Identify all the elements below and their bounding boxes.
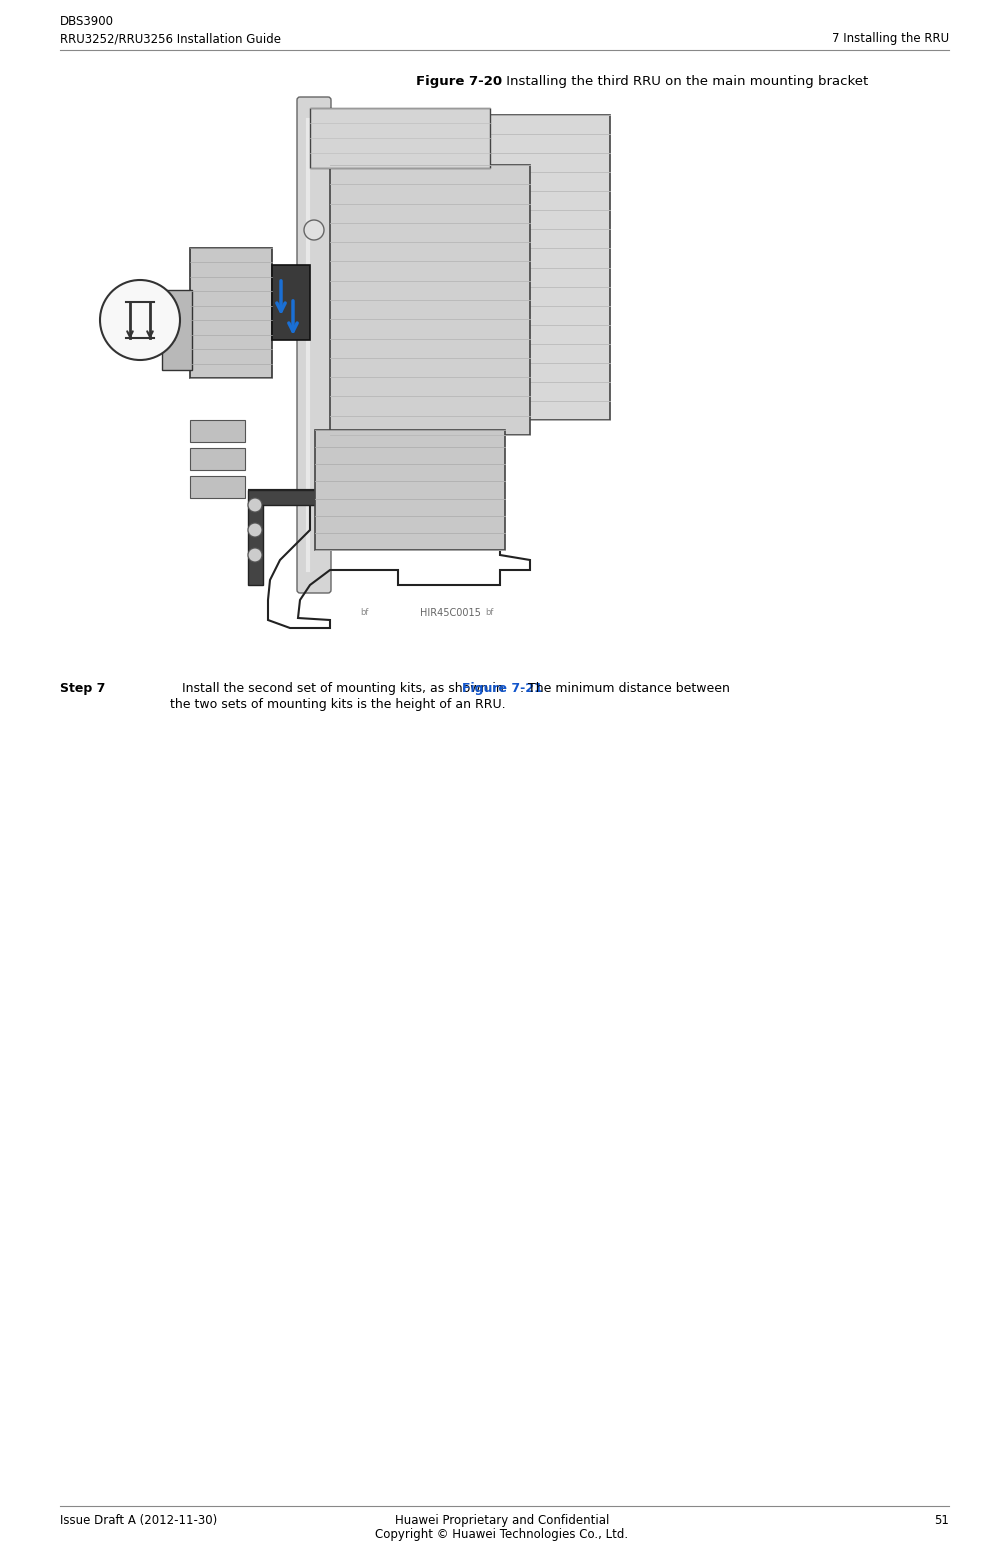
Text: 51: 51 xyxy=(933,1514,948,1527)
Bar xyxy=(272,265,310,340)
Text: Installing the third RRU on the main mounting bracket: Installing the third RRU on the main mou… xyxy=(502,75,868,88)
Bar xyxy=(330,164,530,435)
Text: DBS3900: DBS3900 xyxy=(60,16,114,28)
Text: the two sets of mounting kits is the height of an RRU.: the two sets of mounting kits is the hei… xyxy=(170,698,506,711)
Circle shape xyxy=(304,219,324,240)
Text: Figure 7-21: Figure 7-21 xyxy=(461,683,543,695)
FancyBboxPatch shape xyxy=(297,97,331,594)
Text: bf: bf xyxy=(484,608,492,617)
Bar xyxy=(315,431,505,550)
Circle shape xyxy=(100,280,180,360)
Text: Figure 7-20: Figure 7-20 xyxy=(415,75,502,88)
Bar xyxy=(190,448,245,470)
Bar xyxy=(190,420,245,442)
Text: Install the second set of mounting kits, as shown in: Install the second set of mounting kits,… xyxy=(170,683,508,695)
Bar xyxy=(190,476,245,498)
Text: . The minimum distance between: . The minimum distance between xyxy=(520,683,729,695)
Bar xyxy=(248,490,397,504)
Bar xyxy=(190,247,272,377)
Text: Copyright © Huawei Technologies Co., Ltd.: Copyright © Huawei Technologies Co., Ltd… xyxy=(375,1528,628,1541)
Text: RRU3252/RRU3256 Installation Guide: RRU3252/RRU3256 Installation Guide xyxy=(60,31,281,45)
Bar xyxy=(161,290,192,370)
Text: 7 Installing the RRU: 7 Installing the RRU xyxy=(831,31,948,45)
Circle shape xyxy=(248,498,262,512)
Bar xyxy=(248,504,263,586)
Text: Step 7: Step 7 xyxy=(60,683,105,695)
Circle shape xyxy=(248,548,262,562)
Text: HIR45C0015: HIR45C0015 xyxy=(419,608,480,619)
Text: Issue Draft A (2012-11-30): Issue Draft A (2012-11-30) xyxy=(60,1514,217,1527)
Text: bf: bf xyxy=(360,608,368,617)
Circle shape xyxy=(248,523,262,537)
Bar xyxy=(384,114,610,420)
Text: Huawei Proprietary and Confidential: Huawei Proprietary and Confidential xyxy=(394,1514,609,1527)
Bar xyxy=(310,108,489,168)
